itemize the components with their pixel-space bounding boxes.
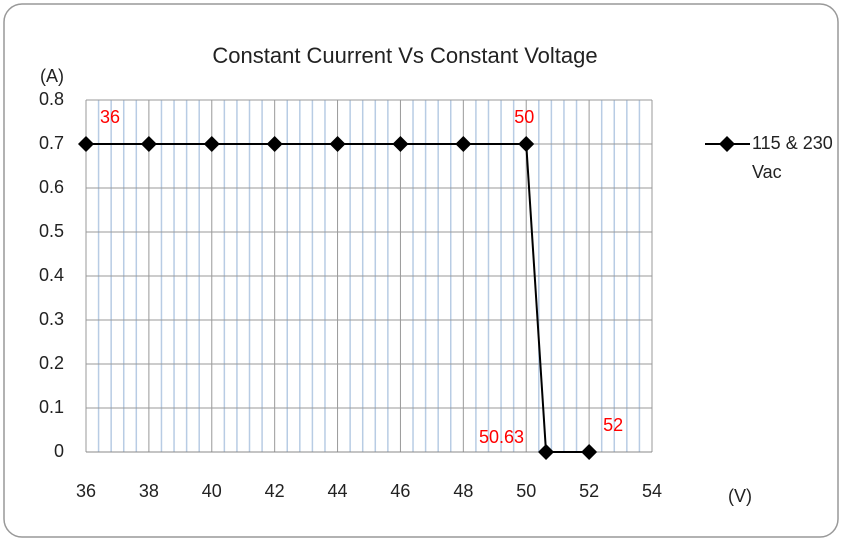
data-point (518, 136, 535, 152)
series-line (86, 143, 590, 453)
annotation: 36 (100, 107, 120, 127)
x-tick-label: 46 (390, 481, 410, 501)
x-tick-label: 38 (139, 481, 159, 501)
x-tick-label: 44 (328, 481, 348, 501)
x-tick-label: 40 (202, 481, 222, 501)
x-tick-label: 54 (642, 481, 662, 501)
y-tick-label: 0.6 (39, 177, 64, 197)
data-point (78, 136, 94, 152)
y-axis-label: (A) (40, 66, 64, 86)
chart-frame (3, 3, 839, 538)
data-point (266, 136, 283, 152)
data-point (329, 136, 346, 152)
x-tick-label: 50 (516, 481, 536, 501)
legend-label: 115 & 230 Vac (752, 133, 833, 182)
y-tick-label: 0.7 (39, 133, 64, 153)
annotation: 52 (603, 415, 623, 435)
y-tick-label: 0.1 (39, 397, 64, 417)
x-tick-label: 48 (453, 481, 473, 501)
x-axis-label: (V) (728, 486, 752, 506)
y-tick-label: 0.3 (39, 309, 64, 329)
x-tick-label: 42 (265, 481, 285, 501)
data-point (140, 136, 157, 152)
annotation: 50.63 (479, 427, 524, 447)
x-tick-label: 52 (579, 481, 599, 501)
x-tick-label: 36 (76, 481, 96, 501)
annotation: 50 (514, 107, 534, 127)
data-point (455, 136, 472, 152)
y-tick-label: 0.8 (39, 89, 64, 109)
chart-title: Constant Cuurrent Vs Constant Voltage (212, 43, 597, 68)
data-point (392, 136, 409, 152)
legend-entry: 115 & 230 Vac (752, 133, 833, 182)
data-point (581, 444, 598, 460)
y-tick-label: 0.4 (39, 265, 64, 285)
y-tick-label: 0 (54, 441, 64, 461)
legend-marker (719, 136, 735, 152)
data-point (538, 444, 555, 460)
y-tick-label: 0.5 (39, 221, 64, 241)
data-point (203, 136, 220, 152)
y-tick-label: 0.2 (39, 353, 64, 373)
